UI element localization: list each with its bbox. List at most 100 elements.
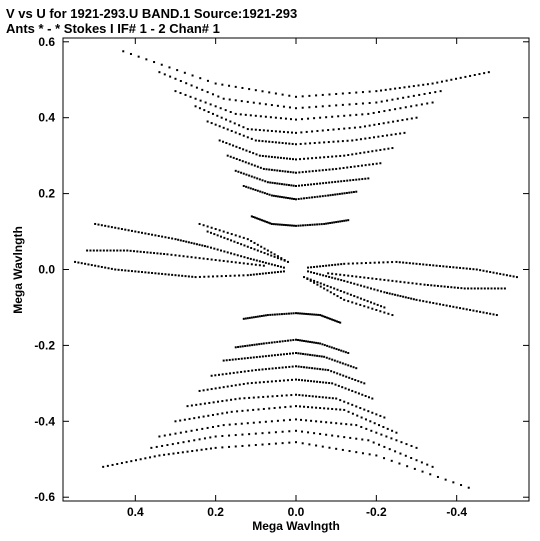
uv-point (347, 402, 350, 405)
uv-point (202, 389, 205, 392)
uv-point (207, 111, 210, 114)
uv-point (240, 357, 243, 360)
uv-point (204, 101, 207, 104)
uv-point (299, 312, 302, 315)
uv-point (246, 238, 249, 241)
uv-point (322, 274, 325, 277)
uv-point (169, 75, 172, 78)
uv-point (166, 444, 169, 447)
uv-point (348, 92, 351, 95)
uv-point (125, 461, 128, 464)
uv-point (346, 166, 349, 169)
uv-point (328, 357, 331, 360)
uv-point (315, 420, 318, 423)
uv-point (261, 140, 264, 143)
uv-point (426, 283, 429, 286)
uv-point (394, 450, 397, 453)
uv-point (348, 103, 351, 106)
uv-point (124, 228, 127, 231)
uv-point (479, 310, 482, 313)
uv-point (380, 433, 383, 436)
uv-point (360, 381, 363, 384)
uv-point (472, 309, 475, 312)
uv-point (264, 368, 267, 371)
uv-point (166, 253, 169, 256)
uv-point (268, 341, 271, 344)
uv-point (209, 246, 212, 249)
uv-point (383, 306, 386, 309)
uv-point (252, 273, 255, 276)
uv-point (316, 129, 319, 132)
uv-point (189, 95, 192, 98)
uv-point (308, 443, 311, 446)
uv-point (343, 400, 346, 403)
uv-point (480, 287, 483, 290)
uv-point (415, 282, 418, 285)
uv-point (236, 371, 239, 374)
uv-point (434, 91, 437, 94)
uv-point (136, 250, 139, 253)
uv-point (311, 406, 314, 409)
uv-point (249, 356, 252, 359)
uv-point (177, 451, 180, 454)
uv-point (270, 168, 273, 171)
uv-point (288, 157, 291, 160)
uv-point (276, 395, 279, 398)
uv-point (304, 184, 307, 187)
uv-point (145, 58, 148, 61)
uv-point (220, 249, 223, 252)
uv-point (404, 296, 407, 299)
uv-point (242, 382, 245, 385)
uv-point (388, 292, 391, 295)
uv-point (339, 273, 342, 276)
uv-point (355, 302, 358, 305)
uv-point (361, 91, 364, 94)
uv-point (346, 179, 349, 182)
uv-point (331, 382, 334, 385)
uv-point (218, 139, 221, 142)
uv-point (248, 150, 251, 153)
uv-point (391, 279, 394, 282)
uv-point (455, 306, 458, 309)
uv-point (455, 77, 458, 80)
uv-point (262, 264, 265, 267)
uv-point (298, 394, 301, 397)
uv-point (334, 263, 337, 266)
uv-point (267, 354, 270, 357)
uv-point (249, 273, 252, 276)
uv-point (171, 273, 174, 276)
uv-point (311, 196, 314, 199)
uv-point (286, 197, 289, 200)
uv-point (301, 184, 304, 187)
uv-point (276, 223, 279, 226)
uv-point (235, 157, 238, 160)
uv-point (431, 101, 434, 104)
uv-point (217, 425, 220, 428)
uv-point (320, 314, 323, 317)
uv-point (223, 250, 226, 253)
uv-point (386, 261, 389, 264)
uv-point (281, 170, 284, 173)
uv-point (278, 182, 281, 185)
uv-point (387, 312, 390, 315)
uv-point (258, 368, 261, 371)
uv-point (315, 156, 318, 159)
uv-point (186, 405, 189, 408)
uv-point (286, 224, 289, 227)
uv-point (297, 197, 300, 200)
uv-point (328, 345, 331, 348)
uv-point (284, 366, 287, 369)
uv-point (307, 431, 310, 434)
uv-point (329, 291, 332, 294)
uv-point (487, 71, 490, 74)
uv-point (249, 187, 252, 190)
uv-point (177, 274, 180, 277)
uv-point (217, 95, 220, 98)
uv-point (295, 107, 297, 110)
uv-point (269, 181, 272, 184)
uv-point (194, 97, 197, 100)
uv-point (116, 249, 119, 252)
uv-point (246, 100, 249, 103)
uv-point (334, 319, 337, 322)
uv-point (282, 223, 285, 226)
